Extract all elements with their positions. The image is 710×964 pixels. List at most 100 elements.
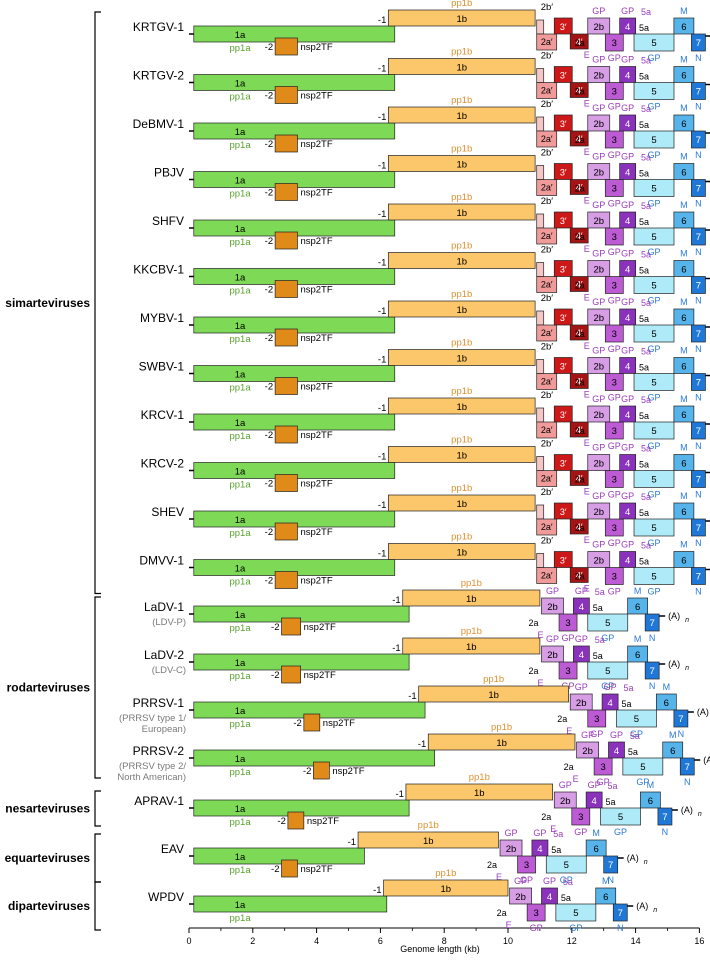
orf-1b-label: 1b: [456, 208, 467, 219]
pp1b-label: pp1b: [451, 435, 472, 446]
pp1b-label: pp1b: [451, 241, 472, 252]
orf-2a-prime-box: [536, 130, 558, 148]
orf-5a-label: 5a: [639, 314, 649, 324]
orf-6-label: 6: [681, 362, 686, 373]
orf-1b-label: 1b: [466, 642, 477, 653]
orf-5a-label: 5a: [639, 411, 649, 421]
gp2-label: GP: [592, 540, 605, 550]
orf-4-label: 4: [625, 362, 630, 373]
gp2-label: GP: [592, 297, 605, 307]
orf-1b-label: 1b: [456, 499, 467, 510]
orf-7-label: 7: [696, 38, 701, 49]
orf-7-label: 7: [608, 860, 613, 871]
orf-3-label: 3: [533, 908, 538, 919]
orf-2a-label: 2a: [528, 666, 538, 676]
orf-3-box: [558, 661, 578, 680]
e-protein-label: E: [550, 824, 556, 834]
orf-3-box: [604, 33, 624, 52]
orf-2b-prime-label: 2b′: [541, 536, 554, 547]
orf-1a-box: [193, 895, 388, 913]
orf-2b-box: [587, 66, 611, 83]
orf-3-label: 3: [578, 812, 583, 823]
pp1b-label: pp1b: [451, 192, 472, 203]
orf-1b-label: 1b: [456, 111, 467, 122]
m-protein-label: M: [680, 540, 688, 550]
gp3-label: GP: [608, 393, 621, 403]
gp5-label: GP: [647, 344, 660, 354]
orf-6-box: [627, 645, 648, 663]
orf-2a-prime-box: [536, 33, 558, 51]
frameshift-minus2-label: -2: [293, 718, 301, 729]
orf-2b-prime-label: 2b′: [541, 487, 554, 498]
virus-name: PRRSV-2: [133, 744, 185, 758]
orf-3-label: 3: [612, 572, 617, 583]
orf-3-prime-label: 3′: [560, 119, 567, 129]
frameshift-minus2-label: -2: [303, 766, 311, 777]
orf-7-label: 7: [650, 618, 655, 629]
orf-7-box: [691, 324, 706, 343]
n-protein-label: N: [695, 53, 702, 63]
orf-3-prime-box: [553, 405, 573, 423]
group-name: diparteviruses: [8, 899, 90, 913]
orf-6-label: 6: [664, 698, 669, 709]
orf-2a-prime-box: [536, 227, 558, 245]
virus-name: SHEV: [151, 505, 184, 519]
orf-5a-label: 5a: [628, 747, 638, 757]
orf-6-label: 6: [681, 22, 686, 33]
x-tick-label: 12: [567, 936, 577, 946]
orf-4-box: [619, 502, 637, 520]
x-tick-label: 2: [250, 936, 255, 946]
orf-4-prime-label: 4′: [576, 522, 583, 532]
orf-1b-box: [388, 397, 536, 415]
gp4-label: GP: [621, 6, 634, 16]
orf-3-prime-box: [553, 551, 573, 568]
orf-2b-label: 2b: [593, 265, 604, 276]
orf-1a-label: 1a: [235, 564, 246, 575]
orf-3-prime-label: 3′: [560, 410, 567, 420]
orf-3-box: [587, 709, 607, 728]
orf-2b-prime-label: 2b′: [541, 196, 554, 207]
orf-3-label: 3: [612, 426, 617, 437]
n-protein-label: N: [678, 729, 685, 739]
orf-2a-label: 2a: [575, 378, 585, 388]
frameshift-minus2-label: -2: [271, 670, 279, 681]
orf-1b-label: 1b: [466, 594, 477, 605]
frameshift-minus2-label: -2: [265, 139, 273, 150]
orf-3-box: [604, 227, 624, 246]
orf-1a-box: [193, 847, 365, 865]
gp5-label: GP: [647, 490, 660, 500]
orf-7-label: 7: [696, 281, 701, 292]
orf-2a-label: 2a: [557, 714, 567, 724]
orf-4-label: 4: [592, 796, 597, 807]
orf-5-box: [545, 855, 587, 874]
orf-2b-box: [587, 357, 611, 374]
pp1b-label: pp1b: [483, 674, 504, 685]
gp3-label: GP: [590, 729, 603, 739]
orf-3-prime-box: [553, 357, 573, 374]
nsp2tf-box: [274, 522, 298, 541]
orf-3-prime-label: 3′: [560, 313, 567, 323]
protein-5a-label: 5a: [641, 153, 651, 163]
orf-4-prime-box: [569, 130, 589, 147]
orf-2b-box: [587, 114, 611, 132]
orf-4-label: 4: [607, 698, 612, 709]
e-protein-label: E: [584, 535, 590, 545]
orf-7-box: [612, 903, 628, 922]
gp3-label: GP: [608, 247, 621, 257]
orf-1b-box: [402, 637, 541, 655]
genome-row-dmvv-1: DMVV-1 1a pp1a 1b pp1b -1 -2 nsp2TF 2b′ 2a′ 3′ 4′2a…: [139, 532, 710, 597]
frameshift-minus2-label: -2: [265, 333, 273, 344]
pp1b-label: pp1b: [451, 47, 472, 58]
orf-6-label: 6: [681, 119, 686, 130]
orf-3-box: [604, 130, 624, 149]
gp3-label: GP: [608, 490, 621, 500]
frameshift-minus2-label: -2: [265, 91, 273, 102]
orf-2b-box: [509, 887, 532, 905]
frameshift-minus1-label: -1: [395, 789, 403, 800]
gp4-label: GP: [621, 297, 634, 307]
orf-3-prime-box: [553, 17, 573, 35]
virus-name: DeBMV-1: [133, 117, 185, 131]
gp3-label: GP: [608, 344, 621, 354]
orf-4-prime-label: 4′: [576, 571, 583, 581]
